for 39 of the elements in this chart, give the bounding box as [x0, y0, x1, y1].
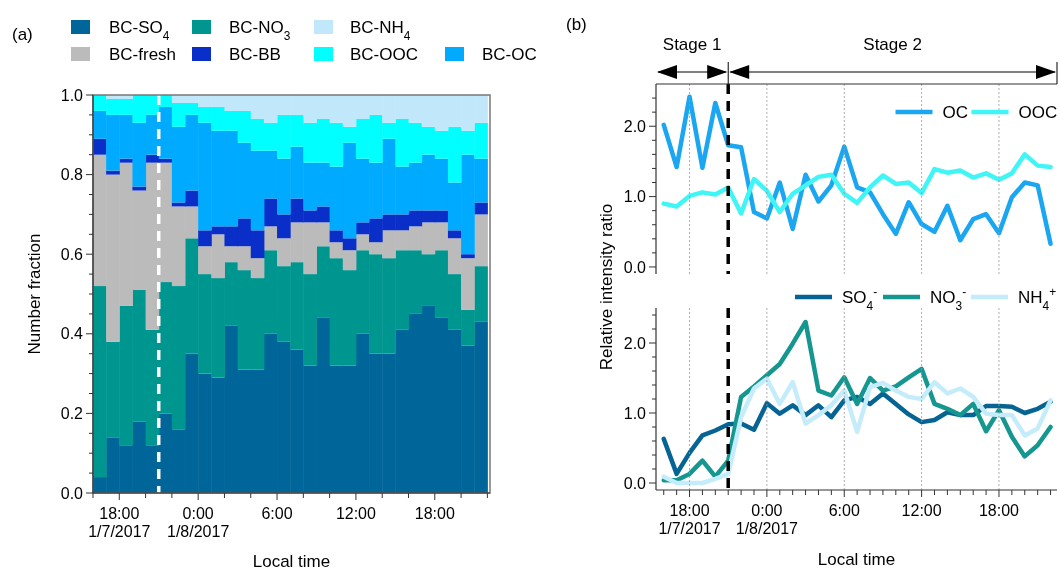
y-tick-label: 1.0: [60, 86, 84, 104]
y-tick-label: 2.0: [623, 334, 647, 352]
y-tick-label: 1.0: [623, 188, 647, 206]
legend-label: BC-fresh: [109, 44, 177, 64]
legend-label: BC-NO$_{3}$: [229, 17, 291, 43]
text: Stage 2: [863, 35, 922, 54]
x-tick-label: 12:00: [901, 502, 942, 519]
x-tick-label: 18:00: [978, 502, 1020, 519]
x-tick-label: 0:00 1/8/2017: [167, 505, 230, 541]
text: (b): [566, 15, 587, 34]
x-tick-label: 6:00: [261, 505, 293, 522]
x-axis-title: Local time: [252, 552, 331, 571]
y-tick-label: 0.6: [60, 245, 84, 263]
legend-label: BC-BB: [229, 44, 281, 64]
legend-label: BC-NH$_{4}$: [350, 17, 411, 43]
legend-label: BC-OOC: [350, 44, 418, 64]
y-tick-label: 0.0: [623, 258, 647, 276]
x-tick-label: 6:00: [828, 502, 860, 519]
x-tick-label: 18:00: [414, 505, 455, 522]
legend-label: OOC: [1018, 102, 1058, 122]
y-tick-label: 1.0: [623, 404, 647, 422]
x-tick-label: 18:00 1/7/2017: [88, 505, 151, 541]
y-tick-label: 0.0: [60, 484, 84, 502]
x-tick-label: 0:00 1/8/2017: [735, 502, 799, 538]
legend-label: OC: [942, 102, 968, 122]
y-tick-label: 0.4: [60, 325, 84, 343]
y-tick-label: 0.2: [60, 405, 84, 422]
text: (a): [12, 25, 33, 44]
y-tick-label: 2.0: [623, 117, 647, 135]
text: Stage 1: [662, 35, 722, 54]
y-axis-title: Number fraction: [25, 233, 44, 355]
legend-label: BC-OC: [482, 44, 537, 64]
x-tick-label: 18:00 1/7/2017: [658, 502, 721, 538]
y-axis-title: Relative intensity ratio: [597, 203, 616, 371]
y-tick-label: 0.0: [623, 474, 647, 492]
x-axis-title: Local time: [817, 550, 896, 569]
x-tick-label: 12:00: [335, 505, 377, 522]
y-tick-label: 0.8: [60, 166, 84, 184]
legend-label: BC-SO$_{4}$: [109, 17, 170, 43]
